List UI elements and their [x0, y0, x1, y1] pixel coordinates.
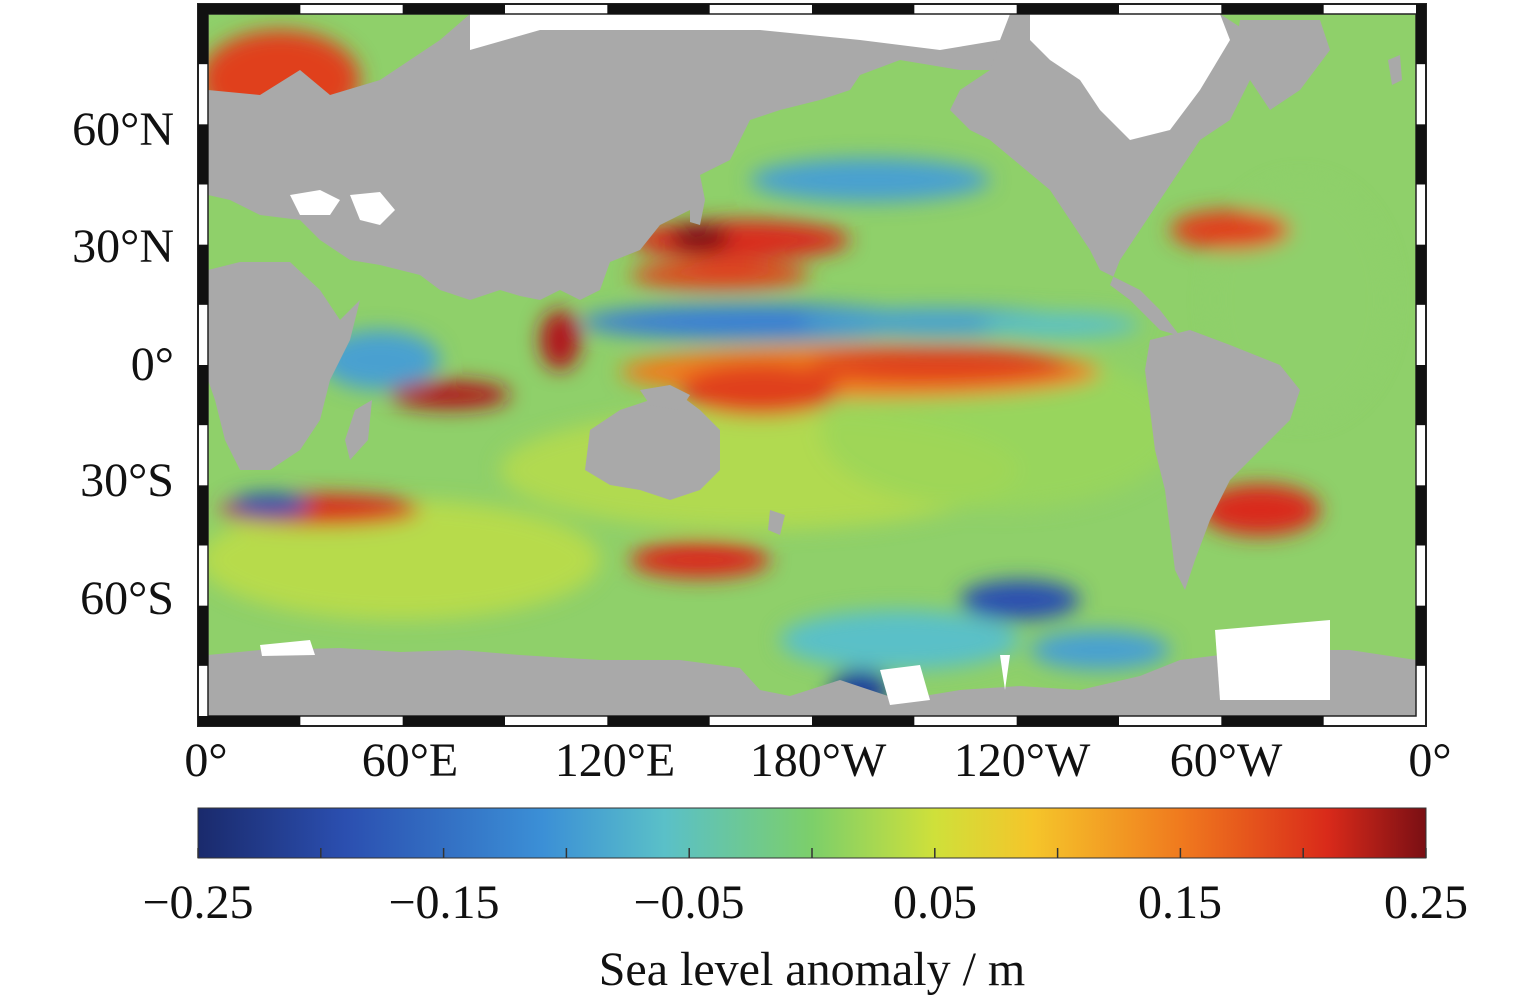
colorbar-title: Sea level anomaly / m: [599, 943, 1026, 996]
latitude-labels: 60°N 30°N 0° 30°S 60°S: [72, 103, 174, 625]
frame-tick: [198, 4, 208, 65]
frame-tick: [402, 4, 505, 14]
colorbar-tick-label-2: −0.05: [633, 876, 744, 929]
colorbar-tick-label-0: −0.25: [142, 876, 253, 929]
frame-tick: [1416, 4, 1426, 65]
lat-label-0: 0°: [131, 338, 174, 391]
frame-tick: [812, 4, 915, 14]
frame-tick: [1221, 4, 1324, 14]
colorbar-tick-label-3: 0.05: [893, 876, 977, 929]
colorbar-tick-label-5: 0.25: [1384, 876, 1468, 929]
lon-label-60w: 60°W: [1170, 734, 1283, 787]
frame-tick: [812, 716, 915, 726]
lat-label-30n: 30°N: [72, 220, 174, 273]
lon-label-120e: 120°E: [555, 734, 676, 787]
frame-tick: [198, 124, 208, 185]
lon-label-180w: 180°W: [750, 734, 887, 787]
lon-label-60e: 60°E: [362, 734, 459, 787]
lat-label-60n: 60°N: [72, 103, 174, 156]
ice-masks: [260, 14, 1330, 705]
lat-label-30s: 30°S: [80, 454, 174, 507]
colorbar-ticks: [197, 848, 1427, 858]
colorbar-tick-label-4: 0.15: [1138, 876, 1222, 929]
colorbar: −0.25 −0.15 −0.05 0.05 0.15 0.25 Sea lev…: [142, 807, 1468, 996]
frame-tick: [198, 244, 208, 305]
lat-label-60s: 60°S: [80, 572, 174, 625]
map-panel: [208, 14, 1416, 716]
frame-tick: [198, 716, 301, 726]
frame-tick: [1016, 4, 1119, 14]
frame-tick: [607, 716, 710, 726]
frame-tick: [198, 365, 208, 426]
frame-tick: [1416, 605, 1426, 666]
frame-tick: [607, 4, 710, 14]
colorbar-tick-label-1: −0.15: [388, 876, 499, 929]
land-masses: [208, 14, 1416, 716]
map-frame: [197, 3, 1427, 727]
frame-tick: [1416, 485, 1426, 546]
frame-tick: [198, 485, 208, 546]
frame-tick: [198, 4, 301, 14]
frame-tick: [1221, 716, 1324, 726]
frame-tick: [198, 605, 208, 666]
frame-tick: [1416, 124, 1426, 185]
frame-tick: [402, 716, 505, 726]
longitude-labels: 0° 60°E 120°E 180°W 120°W 60°W 0°: [184, 734, 1451, 787]
lon-label-0-end: 0°: [1408, 734, 1451, 787]
frame-tick: [1416, 244, 1426, 305]
frame-tick: [1016, 716, 1119, 726]
frame-tick: [1416, 365, 1426, 426]
lon-label-120w: 120°W: [954, 734, 1091, 787]
anomaly-field: [208, 30, 1390, 710]
lon-label-0: 0°: [184, 734, 227, 787]
